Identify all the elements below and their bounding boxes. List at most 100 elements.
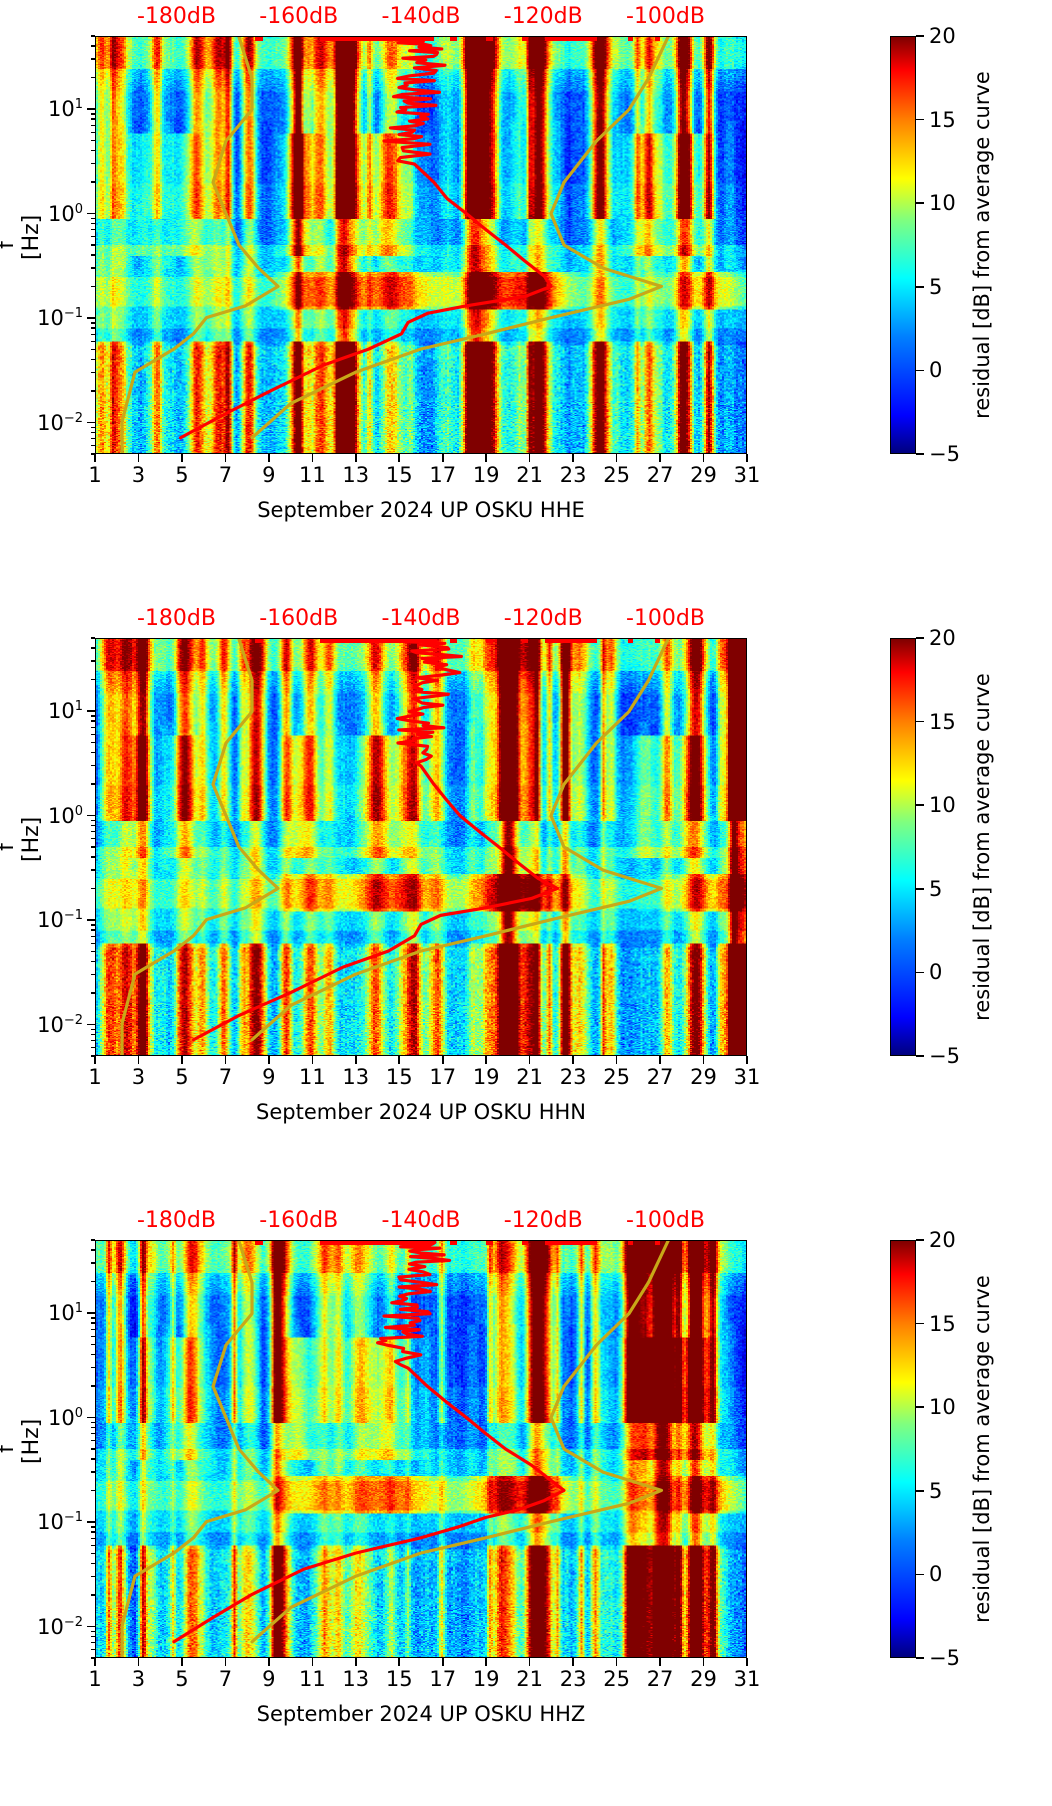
colorbar-tick xyxy=(916,971,924,974)
y-tick-minor xyxy=(90,1343,95,1346)
y-tick-minor xyxy=(90,1353,95,1356)
y-tick-exponent: 1 xyxy=(74,699,83,715)
y-tick-exponent: −2 xyxy=(63,1012,83,1028)
x-tick xyxy=(746,454,748,462)
y-tick-minor xyxy=(90,838,95,840)
colorbar xyxy=(890,1240,916,1658)
y-tick-minor xyxy=(90,942,95,944)
x-tick-label-6: 13 xyxy=(342,1065,370,1089)
y-tick-minor xyxy=(90,1440,95,1442)
y-tick-minor xyxy=(90,438,95,440)
y-tick-minor xyxy=(90,1448,95,1450)
noise-model-low-curve xyxy=(120,639,280,1055)
y-tick-minor xyxy=(90,390,95,392)
x-tick xyxy=(702,454,705,462)
overlay-curves xyxy=(120,1241,670,1657)
colorbar xyxy=(890,638,916,1056)
y-tick-label-2: 10−1 xyxy=(37,306,83,330)
colorbar-tick xyxy=(916,888,924,890)
psd-curve xyxy=(172,1241,566,1644)
y-tick-minor xyxy=(90,76,95,79)
top-db-axis-labels: -180dB -160dB -140dB -120dB -100dB xyxy=(95,4,747,34)
y-tick-minor xyxy=(90,1328,95,1330)
colorbar-tick xyxy=(916,1055,924,1057)
x-tick-label-0: 1 xyxy=(88,463,102,487)
y-tick-minor xyxy=(90,118,95,120)
x-tick-label-5: 11 xyxy=(298,1065,326,1089)
x-tick xyxy=(398,1056,401,1064)
y-tick-minor xyxy=(90,58,95,60)
db-label-0: -180dB xyxy=(137,1208,216,1233)
colorbar-tick-label-5: −5 xyxy=(929,442,960,466)
x-tick xyxy=(137,1056,140,1064)
y-tick-minor xyxy=(90,217,95,219)
colorbar-tick-label-0: 20 xyxy=(929,626,956,650)
y-tick-label-3: 10−2 xyxy=(37,411,83,435)
y-tick-minor xyxy=(90,1280,95,1283)
x-tick-label-4: 9 xyxy=(262,1667,276,1691)
x-tick-label-5: 11 xyxy=(298,1667,326,1691)
y-tick-minor xyxy=(90,856,95,858)
x-tick xyxy=(268,454,270,462)
y-tick-minor xyxy=(90,340,95,342)
y-tick-minor xyxy=(90,181,95,183)
y-tick-mantissa: 10 xyxy=(47,1405,75,1430)
y-tick-minor xyxy=(90,267,95,269)
y-tick-minor xyxy=(90,358,95,361)
y-tick-minor xyxy=(90,992,95,994)
x-tick-label-7: 15 xyxy=(385,463,413,487)
y-tick-label-1: 100 xyxy=(48,202,83,226)
db-label-4: -100dB xyxy=(626,1208,705,1233)
y-tick-label-3: 10−2 xyxy=(37,1013,83,1037)
y-tick-mantissa: 10 xyxy=(47,699,75,724)
db-label-1: -160dB xyxy=(259,606,339,631)
x-tick xyxy=(441,1056,444,1064)
colorbar-tick xyxy=(916,1573,924,1576)
y-axis: 101 100 10−1 10−2 xyxy=(0,35,95,455)
db-label-2: -140dB xyxy=(381,1208,461,1233)
panel-hhz: -180dB -160dB -140dB -120dB -100dB 101 100 10−1… xyxy=(0,1204,1052,1806)
colorbar-tick xyxy=(916,1406,924,1408)
x-tick-label-3: 7 xyxy=(218,1065,233,1089)
colorbar-label: residual [dB] from average curve xyxy=(970,673,994,1021)
y-tick-minor xyxy=(90,162,95,165)
y-tick-minor xyxy=(90,678,95,681)
y-tick-major xyxy=(87,1312,95,1314)
colorbar-tick xyxy=(916,286,924,288)
spectrogram-plot-hhe xyxy=(95,36,747,454)
y-tick-mantissa: 10 xyxy=(37,1614,64,1639)
top-db-axis-labels: -180dB -160dB -140dB -120dB -100dB xyxy=(95,1208,747,1238)
overlay-curves xyxy=(120,37,670,453)
y-tick-minor xyxy=(90,35,95,37)
x-tick-label-1: 3 xyxy=(131,1667,146,1691)
y-axis-label: f [Hz] xyxy=(0,816,44,862)
x-tick xyxy=(94,454,96,462)
overlay-curves xyxy=(120,639,670,1055)
x-tick-label-15: 31 xyxy=(733,1065,761,1089)
x-tick xyxy=(94,1658,96,1666)
y-tick-minor xyxy=(90,1055,95,1057)
x-axis: 1 3 5 7 9 11 13 15 17 19 21 23 25 27 29 31 xyxy=(88,454,760,494)
y-tick-minor xyxy=(90,720,95,722)
x-tick-label-11: 23 xyxy=(559,463,587,487)
y-tick-minor xyxy=(90,1040,95,1042)
y-tick-mantissa: 10 xyxy=(37,1012,64,1037)
y-tick-exponent: −1 xyxy=(63,306,83,322)
y-tick-exponent: −1 xyxy=(63,1510,83,1526)
spectrogram-plot-hhz xyxy=(95,1240,747,1658)
y-tick-major xyxy=(87,1416,95,1419)
y-tick-minor xyxy=(90,1594,95,1596)
noise-model-low-curve xyxy=(120,1241,280,1657)
y-tick-minor xyxy=(90,1537,95,1539)
colorbar-tick xyxy=(916,453,924,455)
y-tick-minor xyxy=(90,819,95,821)
x-tick xyxy=(615,1056,618,1064)
colorbar-tick-label-4: 0 xyxy=(929,1562,943,1587)
x-tick xyxy=(398,454,401,462)
y-tick-minor xyxy=(90,973,95,976)
y-tick-minor xyxy=(90,733,95,735)
y-tick-minor xyxy=(90,1562,95,1565)
y-tick-exponent: 0 xyxy=(74,1405,83,1421)
colorbar-tick xyxy=(916,118,924,121)
y-tick-mantissa: 10 xyxy=(47,1301,75,1326)
